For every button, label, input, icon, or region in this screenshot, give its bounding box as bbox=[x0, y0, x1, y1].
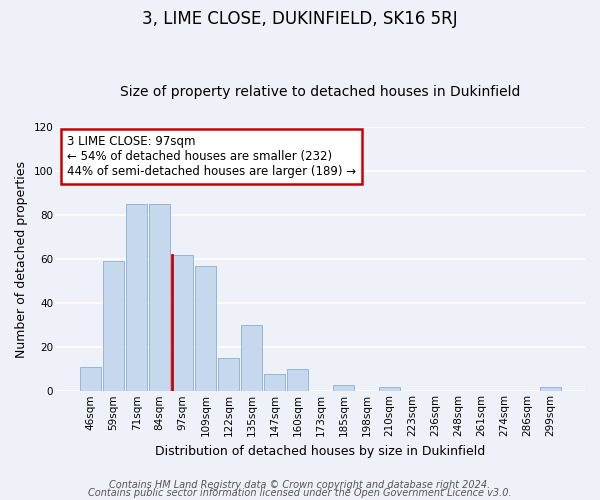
Text: 3, LIME CLOSE, DUKINFIELD, SK16 5RJ: 3, LIME CLOSE, DUKINFIELD, SK16 5RJ bbox=[142, 10, 458, 28]
Bar bbox=[333, 384, 354, 392]
Bar bbox=[287, 369, 308, 392]
Bar bbox=[264, 374, 285, 392]
Bar bbox=[80, 367, 101, 392]
Y-axis label: Number of detached properties: Number of detached properties bbox=[15, 160, 28, 358]
Bar bbox=[126, 204, 147, 392]
Bar bbox=[195, 266, 216, 392]
Text: Contains public sector information licensed under the Open Government Licence v3: Contains public sector information licen… bbox=[88, 488, 512, 498]
Title: Size of property relative to detached houses in Dukinfield: Size of property relative to detached ho… bbox=[121, 86, 521, 100]
Text: Contains HM Land Registry data © Crown copyright and database right 2024.: Contains HM Land Registry data © Crown c… bbox=[109, 480, 491, 490]
Bar bbox=[149, 204, 170, 392]
Bar bbox=[540, 387, 561, 392]
X-axis label: Distribution of detached houses by size in Dukinfield: Distribution of detached houses by size … bbox=[155, 444, 485, 458]
Bar bbox=[103, 262, 124, 392]
Text: 3 LIME CLOSE: 97sqm
← 54% of detached houses are smaller (232)
44% of semi-detac: 3 LIME CLOSE: 97sqm ← 54% of detached ho… bbox=[67, 135, 356, 178]
Bar bbox=[241, 325, 262, 392]
Bar bbox=[172, 255, 193, 392]
Bar bbox=[379, 387, 400, 392]
Bar bbox=[218, 358, 239, 392]
